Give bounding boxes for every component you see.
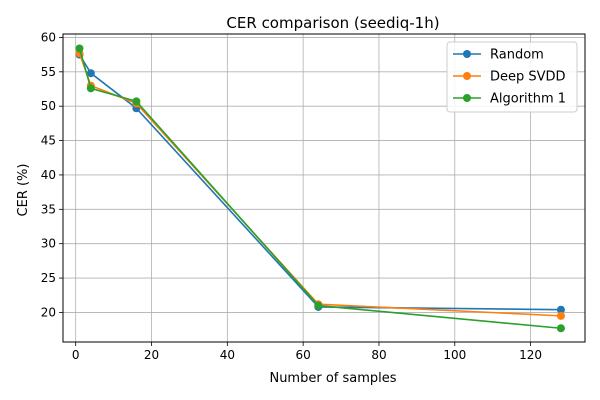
y-tick-label: 35: [41, 202, 56, 216]
legend-swatch-marker-random: [463, 50, 471, 58]
data-point-random: [556, 305, 565, 314]
y-tick-label: 30: [41, 237, 56, 251]
y-tick-label: 55: [41, 65, 56, 79]
legend-label-deep-svdd: Deep SVDD: [490, 70, 566, 85]
x-tick-label: 40: [220, 348, 235, 362]
y-tick-label: 20: [41, 305, 56, 319]
y-axis-title: CER (%): [16, 164, 31, 217]
data-point-algorithm-1: [132, 97, 141, 106]
axis-ticks: 0 20 40 60 80 100 120 20 25 30 35 40 45 50 55 60: [41, 30, 542, 362]
plot-frame: [62, 33, 586, 343]
legend-label-algorithm-1: Algorithm 1: [490, 92, 566, 107]
legend: Random Deep SVDD Algorithm 1: [446, 41, 578, 113]
grid-lines: [63, 34, 585, 342]
x-tick-label: 100: [443, 348, 466, 362]
legend-label-random: Random: [490, 48, 544, 63]
x-tick-label: 20: [144, 348, 159, 362]
x-tick-label: 120: [519, 348, 542, 362]
legend-swatch-marker-deep-svdd: [463, 72, 471, 80]
legend-swatch-marker-algorithm-1: [463, 94, 471, 102]
y-tick-label: 45: [41, 134, 56, 148]
legend-box: [446, 41, 578, 113]
y-tick-label: 25: [41, 271, 56, 285]
y-tick-label: 60: [41, 30, 56, 44]
data-point-random: [86, 69, 95, 78]
y-tick-label: 50: [41, 99, 56, 113]
x-tick-label: 0: [72, 348, 80, 362]
data-point-algorithm-1: [86, 84, 95, 93]
series-layer: [75, 44, 565, 333]
x-tick-label: 60: [296, 348, 311, 362]
y-tick-label: 40: [41, 168, 56, 182]
data-point-algorithm-1: [556, 324, 565, 333]
x-tick-label: 80: [371, 348, 386, 362]
data-point-algorithm-1: [75, 44, 84, 53]
chart-title: CER comparison (seediq-1h): [226, 14, 439, 32]
x-axis-title: Number of samples: [269, 371, 396, 386]
data-point-deep-svdd: [556, 311, 565, 320]
data-point-algorithm-1: [314, 301, 323, 310]
